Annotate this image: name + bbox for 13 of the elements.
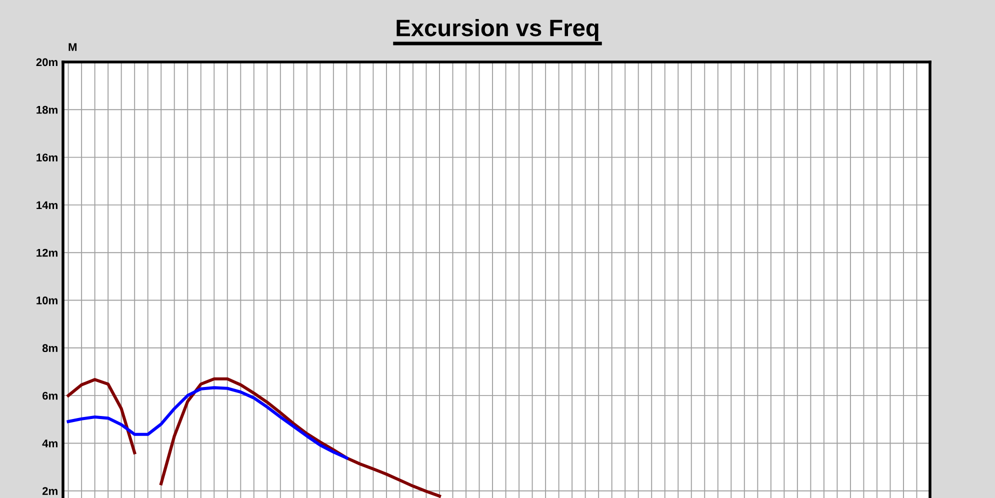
line-series — [66, 386, 348, 460]
y-tick-label: 10m — [36, 296, 58, 304]
y-tick-label: 20m — [36, 58, 58, 66]
y-tick-label: 14m — [36, 201, 58, 209]
chart-title: Excursion vs Freq — [396, 18, 598, 42]
y-tick-label: 4m — [42, 440, 58, 448]
y-tick-label: 16m — [36, 154, 58, 162]
y-tick-label: 6m — [42, 392, 58, 400]
y-tick-label: 18m — [36, 106, 58, 114]
y-tick-label: 2m — [42, 487, 58, 495]
y-axis-title: M — [68, 43, 77, 51]
y-tick-label: 8m — [42, 344, 58, 352]
y-tick-label: 12m — [36, 248, 58, 257]
